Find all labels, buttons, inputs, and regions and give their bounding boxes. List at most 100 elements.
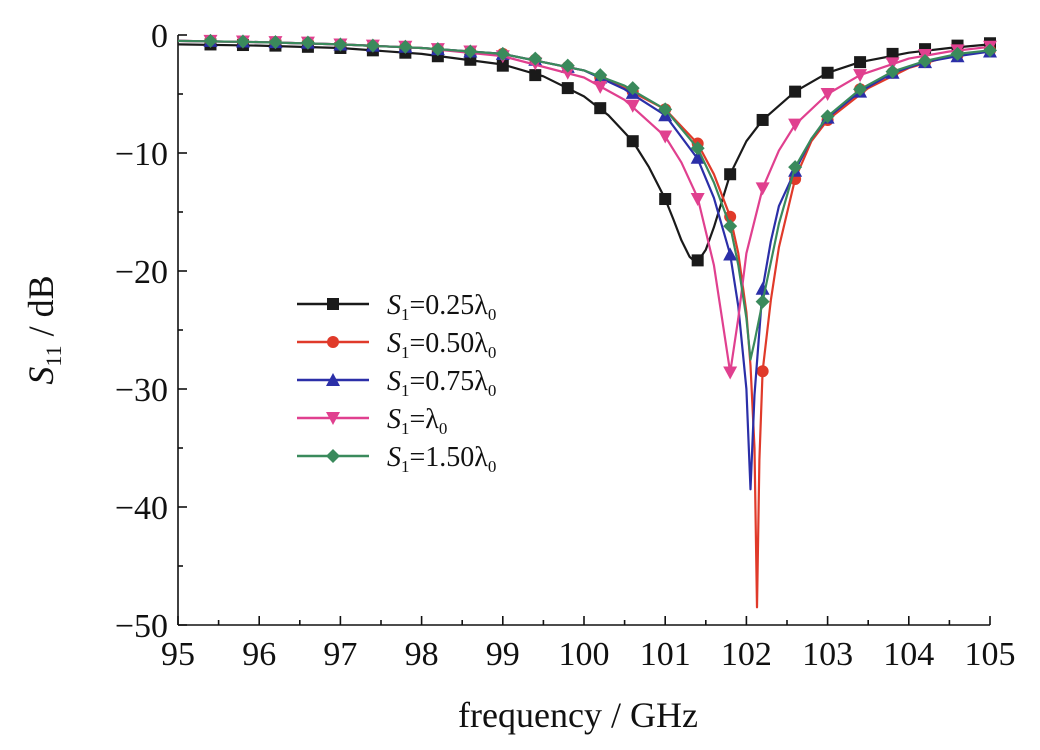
legend-item: S1=1.50λ0 <box>297 442 496 476</box>
legend-marker <box>326 449 340 463</box>
x-tick-label: 101 <box>640 636 691 673</box>
data-point <box>820 88 835 101</box>
legend-item: S1=0.75λ0 <box>297 366 496 400</box>
data-point <box>885 64 900 79</box>
series-1 <box>177 34 996 609</box>
data-point <box>528 51 543 66</box>
data-point <box>886 47 899 60</box>
series-2 <box>177 33 997 491</box>
series-3 <box>177 34 997 380</box>
data-point <box>918 53 933 68</box>
y-tick-label: −10 <box>115 136 168 173</box>
data-point <box>820 109 835 124</box>
y-axis-title-symbol: S <box>21 367 61 385</box>
data-point <box>756 113 769 126</box>
data-point <box>495 46 510 61</box>
data-point <box>690 150 705 164</box>
legend-item: S1=0.25λ0 <box>297 290 496 324</box>
data-point <box>983 43 997 58</box>
data-point <box>755 294 770 309</box>
data-point <box>593 68 608 83</box>
data-point <box>853 69 868 83</box>
y-tick-label: 0 <box>151 18 168 55</box>
data-point <box>854 56 867 69</box>
plot-series <box>177 33 997 609</box>
legend-label: S1=λ0 <box>387 404 447 438</box>
data-point <box>723 247 738 261</box>
data-point <box>756 365 769 378</box>
legend-item: S1=0.50λ0 <box>297 328 496 362</box>
data-point <box>690 193 705 207</box>
x-tick-label: 105 <box>965 636 1016 673</box>
data-point <box>821 66 834 79</box>
data-point <box>268 35 283 50</box>
data-point <box>950 46 965 61</box>
data-point <box>529 69 542 82</box>
series-line <box>177 39 991 609</box>
x-tick-label: 100 <box>559 636 610 673</box>
data-point <box>625 99 640 113</box>
data-point <box>659 193 672 206</box>
y-tick-label: −50 <box>115 608 168 645</box>
data-point <box>690 141 705 156</box>
data-point <box>723 219 738 234</box>
x-tick-label: 99 <box>486 636 520 673</box>
data-point <box>560 58 575 73</box>
series-line <box>177 39 991 491</box>
legend-label: S1=0.75λ0 <box>387 366 496 400</box>
legend-marker <box>326 412 340 425</box>
data-point <box>885 57 900 71</box>
y-axis-title: S11 / dB <box>21 275 66 384</box>
y-tick-label: −20 <box>115 254 168 291</box>
data-point <box>561 82 574 95</box>
legend: S1=0.25λ0 S1=0.50λ0 S1=0.75λ0 S1=λ0 S1=1.50λ… <box>297 290 496 476</box>
data-point <box>755 281 770 295</box>
y-axis-title-unit: / dB <box>21 275 61 345</box>
series-4 <box>177 33 997 361</box>
data-point <box>723 366 738 380</box>
data-point <box>365 38 380 53</box>
legend-marker <box>327 298 339 310</box>
data-point <box>658 130 673 144</box>
data-point <box>755 182 770 196</box>
x-tick-label: 102 <box>721 636 772 673</box>
data-point <box>658 102 673 117</box>
legend-label: S1=1.50λ0 <box>387 442 496 476</box>
x-tick-label: 98 <box>405 636 439 673</box>
data-point <box>398 39 413 54</box>
data-point <box>853 82 868 97</box>
legend-item: S1=λ0 <box>297 404 447 438</box>
legend-marker <box>326 373 340 386</box>
data-point <box>789 85 802 98</box>
series-line <box>177 43 991 263</box>
data-point <box>594 102 607 115</box>
data-point <box>235 34 250 49</box>
data-point <box>333 37 348 52</box>
data-point <box>496 59 509 72</box>
x-tick-label: 104 <box>883 636 934 673</box>
data-point <box>560 66 575 80</box>
x-tick-label: 97 <box>323 636 357 673</box>
axes <box>177 35 990 626</box>
data-point <box>593 80 608 94</box>
legend-marker <box>327 336 339 348</box>
data-point <box>300 35 315 50</box>
data-point <box>724 168 737 181</box>
data-point <box>625 81 640 96</box>
y-tick-label: −40 <box>115 490 168 527</box>
data-point <box>430 42 445 57</box>
data-point <box>463 44 478 59</box>
x-tick-label: 95 <box>161 636 195 673</box>
legend-label: S1=0.25λ0 <box>387 290 496 324</box>
data-point <box>203 33 218 48</box>
series-line <box>177 39 991 374</box>
ticks: 95 96 97 98 99 100 101 102 103 104 105 0 −10 −20 −30 −4… <box>115 18 1016 673</box>
x-tick-label: 96 <box>242 636 276 673</box>
y-tick-label: −30 <box>115 372 168 409</box>
y-axis-title-subscript: 11 <box>41 345 66 366</box>
legend-label: S1=0.50λ0 <box>387 328 496 362</box>
data-point <box>691 254 704 267</box>
data-point <box>788 118 803 132</box>
data-point <box>788 160 803 175</box>
